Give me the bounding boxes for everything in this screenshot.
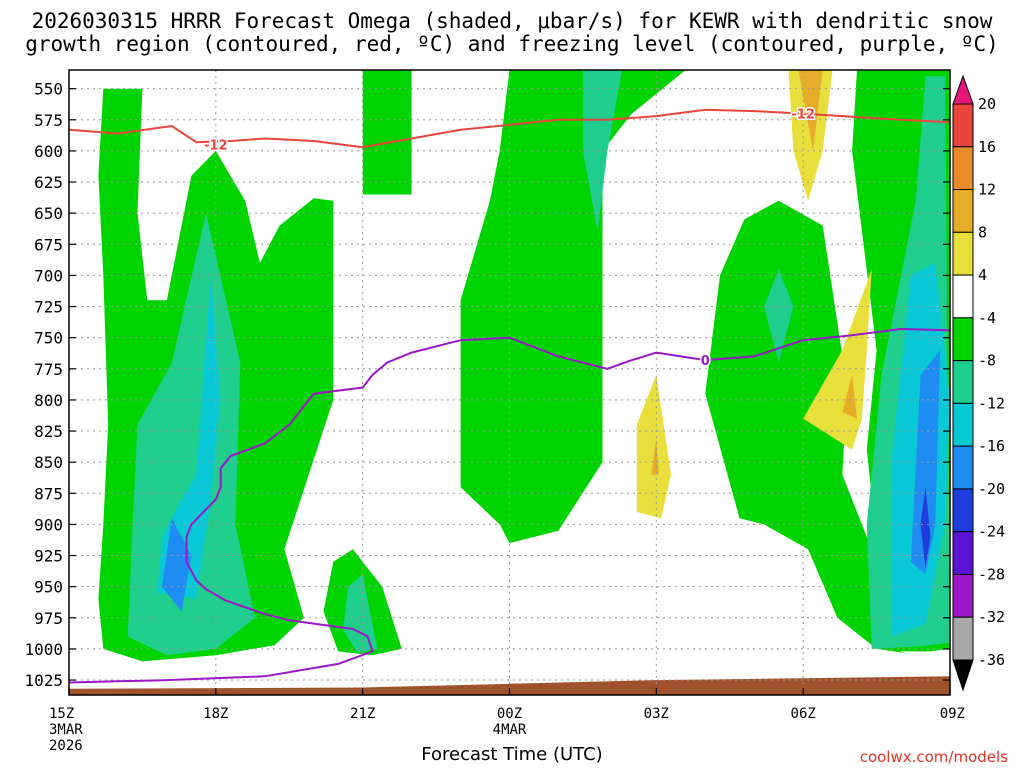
omega-region-9	[705, 200, 921, 656]
y-tick-label: 750	[34, 329, 63, 348]
colorbar-label: 20	[978, 95, 996, 113]
omega-region-15	[920, 487, 931, 568]
omega-region-1	[127, 213, 255, 656]
y-tick-label: 725	[34, 298, 63, 317]
y-tick-label: 700	[34, 266, 63, 285]
colorbar-bin	[952, 616, 974, 661]
y-tick-label: 975	[34, 609, 63, 628]
x-tick-label: 18Z	[203, 706, 228, 722]
colorbar-label: -4	[978, 309, 996, 327]
y-tick-label: 825	[34, 422, 63, 441]
omega-region-3	[162, 518, 192, 612]
x-tick-label: 2026	[49, 738, 83, 754]
colorbar-bin	[952, 317, 974, 362]
colorbar-label: -24	[978, 523, 1005, 541]
colorbar-label: -32	[978, 608, 1005, 626]
colorbar-bin	[952, 360, 974, 404]
y-tick-label: 1025	[24, 671, 63, 690]
colorbar-bin	[952, 531, 974, 575]
freezing-contour-line	[69, 327, 950, 684]
colorbar-label: -8	[978, 352, 996, 370]
y-tick-label: 650	[34, 204, 63, 223]
y-tick-label: 550	[34, 80, 63, 99]
dgz-contour-label: -12	[791, 108, 815, 123]
grid-layer	[69, 70, 950, 695]
ground-fill	[69, 676, 950, 695]
y-tick-label: 950	[34, 578, 63, 597]
colorbar-bin	[952, 189, 974, 233]
ground-layer	[69, 676, 950, 695]
axis-layer: 550 575 600 625 650 675 700 725 750 775 800 825 850 8…	[24, 80, 965, 754]
colorbar-bin	[952, 402, 974, 447]
omega-region-21	[651, 437, 659, 475]
colorbar-top-arrow	[952, 74, 974, 105]
dgz-contour-line	[69, 108, 950, 149]
y-tick-label: 575	[34, 111, 63, 130]
y-tick-label: 925	[34, 547, 63, 566]
omega-region-5	[343, 574, 378, 653]
omega-region-8	[582, 70, 623, 232]
colorbar-label: 12	[978, 181, 996, 199]
y-tick-label: 775	[34, 360, 63, 379]
colorbar-label: 16	[978, 138, 996, 156]
omega-region-19	[842, 375, 857, 419]
x-tick-label: 09Z	[940, 706, 965, 722]
y-tick-label: 850	[34, 453, 63, 472]
chart-title-line1: 2026030315 HRRR Forecast Omega (shaded, …	[31, 9, 993, 33]
contour-layer: -12 -12 0	[69, 106, 950, 684]
omega-fill-layer	[98, 70, 950, 662]
x-tick-label: 00Z	[497, 706, 522, 722]
x-tick-label: 15Z	[49, 706, 74, 722]
x-tick-label: 03Z	[644, 706, 669, 722]
omega-region-6	[362, 70, 412, 195]
chart-title-line2: growth region (contoured, red, ºC) and f…	[25, 32, 999, 56]
x-tick-label: 3MAR	[49, 722, 83, 738]
colorbar-label: -36	[978, 651, 1005, 669]
colorbar-bin	[952, 231, 974, 276]
colorbar-bin	[952, 274, 974, 319]
colorbar-bin	[952, 103, 974, 148]
x-tick-label: 06Z	[791, 706, 816, 722]
freezing-contour-label: 0	[701, 354, 710, 369]
colorbar-label: -16	[978, 437, 1005, 455]
colorbar-label: -28	[978, 565, 1005, 583]
colorbar-label: -12	[978, 394, 1005, 412]
omega-region-10	[764, 269, 794, 363]
colorbar-bin	[952, 146, 974, 191]
omega-region-14	[910, 350, 941, 575]
colorbar-bin	[952, 573, 974, 618]
y-tick-label: 600	[34, 142, 63, 161]
colorbar: 20 16 12 8 4 -4 -8 -12 -16 -20 -24 -28 -32 -36	[952, 74, 1005, 692]
omega-region-17	[798, 70, 823, 151]
y-tick-label: 675	[34, 235, 63, 254]
x-axis-label: Forecast Time (UTC)	[421, 744, 603, 765]
omega-region-2	[157, 275, 221, 600]
y-tick-label: 900	[34, 515, 63, 534]
colorbar-label: 4	[978, 266, 987, 284]
y-tick-label: 800	[34, 391, 63, 410]
colorbar-bin	[952, 445, 974, 490]
y-tick-label: 625	[34, 173, 63, 192]
colorbar-bottom-arrow	[952, 659, 974, 692]
colorbar-label: -20	[978, 480, 1005, 498]
omega-region-20	[636, 375, 671, 519]
y-tick-label: 875	[34, 484, 63, 503]
x-tick-label: 4MAR	[493, 722, 527, 738]
x-tick-label: 21Z	[350, 706, 375, 722]
colorbar-bin	[952, 488, 974, 533]
site-credit[interactable]: coolwx.com/models	[859, 748, 1008, 766]
y-tick-label: 1000	[24, 640, 63, 659]
dgz-contour-label: -12	[204, 139, 228, 154]
colorbar-label: 8	[978, 223, 987, 241]
